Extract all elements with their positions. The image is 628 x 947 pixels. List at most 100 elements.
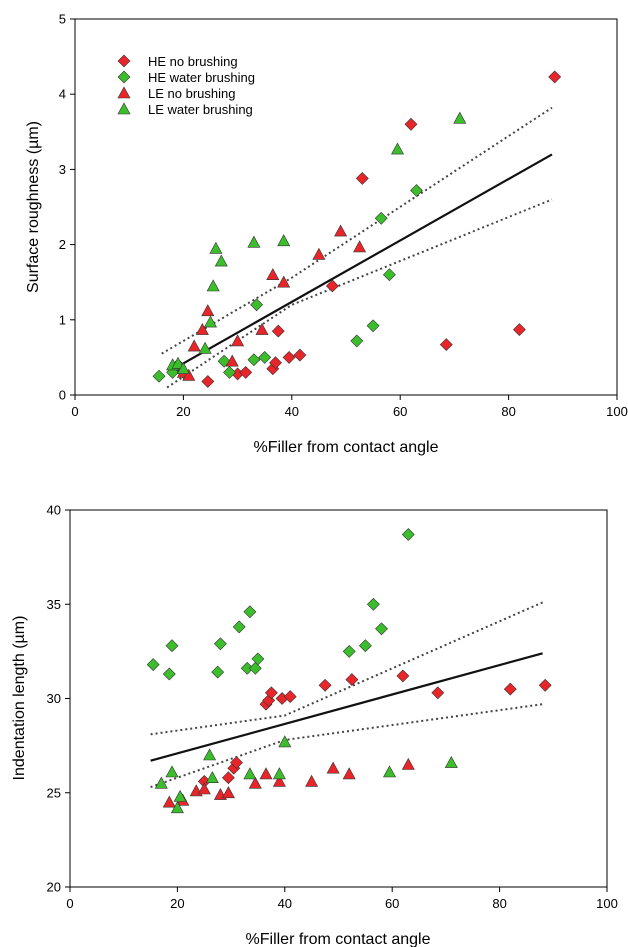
x-tick-label: 100 — [596, 896, 618, 911]
confidence-band-upper — [150, 601, 544, 736]
confidence-band-lower — [150, 703, 543, 789]
point-he-water-brushing — [165, 639, 179, 653]
regression-lines — [150, 601, 544, 789]
legend-marker-he-water-brushing — [117, 70, 131, 84]
point-he-no-brushing — [239, 365, 253, 379]
point-he-water-brushing — [358, 639, 372, 653]
point-he-water-brushing — [162, 667, 176, 681]
confidence-band-lower — [166, 198, 553, 389]
y-axis-label: Indentation length (µm) — [11, 616, 28, 781]
y-tick-label: 2 — [59, 237, 66, 252]
point-he-no-brushing — [404, 117, 418, 131]
y-tick-label: 20 — [47, 880, 61, 895]
point-le-water-brushing — [272, 767, 286, 780]
point-he-water-brushing — [401, 528, 415, 541]
point-he-water-brushing — [243, 605, 257, 619]
point-he-water-brushing — [258, 350, 272, 364]
point-he-water-brushing — [374, 211, 388, 225]
point-he-no-brushing — [269, 356, 282, 370]
point-le-no-brushing — [353, 240, 367, 253]
confidence-band-upper — [161, 106, 553, 355]
x-axis-label: %Filler from contact angle — [254, 439, 439, 456]
indentation-length-chart: 0 20 40 60 80 100 20 25 30 35 40 %Filler from cont… — [11, 503, 618, 947]
point-le-no-brushing — [312, 247, 326, 260]
legend-label: LE no brushing — [148, 86, 235, 101]
point-he-water-brushing — [250, 298, 264, 312]
point-he-no-brushing — [538, 678, 552, 692]
point-he-no-brushing — [512, 323, 526, 337]
point-he-no-brushing — [396, 669, 410, 683]
y-tick-label: 1 — [59, 312, 66, 327]
data-points — [152, 70, 562, 388]
point-he-water-brushing — [146, 658, 160, 672]
point-le-no-brushing — [342, 767, 356, 780]
point-le-no-brushing — [197, 782, 211, 795]
point-le-water-brushing — [154, 776, 168, 789]
x-tick-label: 20 — [170, 896, 184, 911]
point-he-no-brushing — [264, 686, 278, 700]
point-le-water-brushing — [171, 356, 185, 369]
legend: HE no brushing HE water brushing LE no b… — [117, 54, 255, 117]
x-axis-label: %Filler from contact angle — [246, 931, 431, 947]
x-tick-label: 60 — [385, 896, 399, 911]
legend-label: HE no brushing — [148, 54, 238, 69]
point-le-water-brushing — [170, 801, 184, 814]
point-he-no-brushing — [230, 756, 243, 770]
x-tick-label: 60 — [393, 404, 407, 419]
point-le-no-brushing — [255, 322, 269, 335]
plot-frame — [74, 18, 618, 396]
point-he-no-brushing — [355, 171, 369, 185]
point-he-water-brushing — [251, 652, 265, 666]
point-he-no-brushing — [345, 673, 359, 687]
point-le-water-brushing — [176, 362, 190, 375]
legend-entry: HE water brushing — [117, 70, 255, 85]
point-he-water-brushing — [247, 353, 261, 367]
point-le-water-brushing — [390, 142, 405, 155]
point-he-water-brushing — [410, 184, 423, 197]
point-le-water-brushing — [198, 341, 212, 354]
x-tick-label: 80 — [501, 404, 515, 419]
point-le-water-brushing — [165, 765, 179, 778]
y-tick-label: 3 — [59, 162, 66, 177]
point-le-water-brushing — [214, 254, 228, 267]
point-le-no-brushing — [305, 774, 319, 787]
point-he-water-brushing — [223, 365, 236, 379]
point-he-water-brushing — [366, 597, 380, 611]
point-le-no-brushing — [182, 368, 196, 381]
point-he-water-brushing — [152, 369, 166, 383]
regression-line — [150, 652, 543, 762]
point-he-no-brushing — [439, 338, 453, 352]
point-le-no-brushing — [195, 322, 209, 335]
y-tick-label: 25 — [47, 785, 61, 800]
y-tick-label: 35 — [47, 597, 61, 612]
legend-entry: LE water brushing — [117, 102, 253, 117]
y-axis-label: Surface roughness (µm) — [25, 121, 42, 293]
point-le-water-brushing — [247, 235, 261, 248]
point-he-water-brushing — [232, 620, 246, 634]
point-he-no-brushing — [325, 279, 339, 293]
point-he-no-brushing — [548, 70, 562, 84]
point-le-water-brushing — [444, 755, 458, 768]
point-le-water-brushing — [205, 771, 219, 784]
x-tick-label: 0 — [71, 404, 78, 419]
legend-marker-le-no-brushing — [117, 86, 131, 99]
x-tick-label: 40 — [278, 896, 292, 911]
y-tick-label: 30 — [47, 691, 61, 706]
point-he-water-brushing — [213, 637, 227, 651]
y-tick-label: 5 — [59, 12, 66, 27]
legend-marker-he-no-brushing — [117, 54, 131, 68]
point-he-water-brushing — [366, 319, 380, 333]
x-tick-label: 100 — [606, 404, 628, 419]
point-le-water-brushing — [382, 765, 397, 778]
point-he-no-brushing — [282, 350, 296, 364]
point-le-water-brushing — [453, 111, 467, 124]
point-le-no-brushing — [221, 786, 235, 799]
point-le-no-brushing — [248, 776, 262, 789]
legend-label: LE water brushing — [148, 102, 253, 117]
x-tick-label: 40 — [285, 404, 299, 419]
plot-frame — [69, 509, 608, 888]
legend-marker-le-water-brushing — [117, 102, 131, 115]
x-tick-label: 80 — [492, 896, 506, 911]
point-le-no-brushing — [201, 304, 215, 317]
